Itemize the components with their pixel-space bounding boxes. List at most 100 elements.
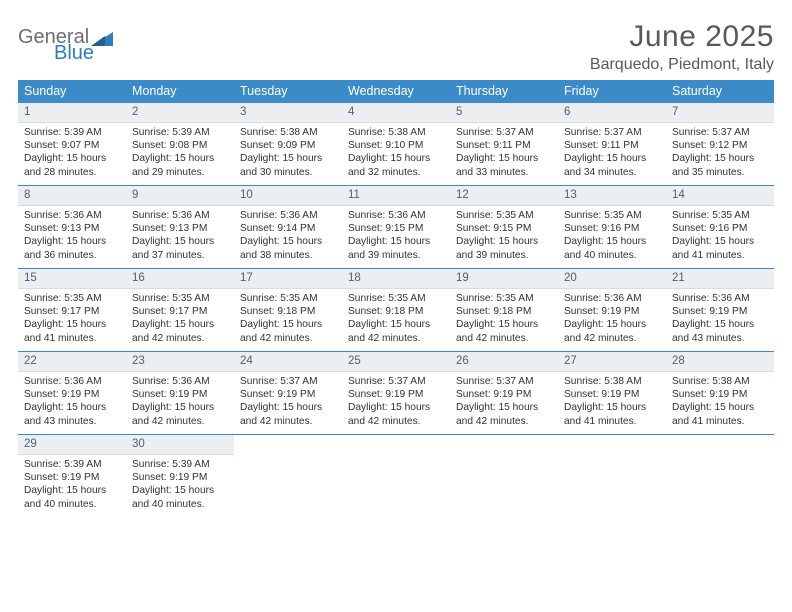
day-number: 30 xyxy=(126,435,234,455)
sunset-text: Sunset: 9:19 PM xyxy=(672,305,768,318)
weekday-header: Sunday Monday Tuesday Wednesday Thursday… xyxy=(18,80,774,102)
day-cell xyxy=(666,435,774,517)
day-cell: 29Sunrise: 5:39 AMSunset: 9:19 PMDayligh… xyxy=(18,435,126,517)
day-number: 20 xyxy=(558,269,666,289)
sunset-text: Sunset: 9:18 PM xyxy=(456,305,552,318)
daylight-text: Daylight: 15 hours xyxy=(240,401,336,414)
daylight-text: and 42 minutes. xyxy=(240,332,336,345)
daylight-text: Daylight: 15 hours xyxy=(348,401,444,414)
day-body: Sunrise: 5:36 AMSunset: 9:13 PMDaylight:… xyxy=(126,206,234,266)
sunrise-text: Sunrise: 5:37 AM xyxy=(456,126,552,139)
header-bar: General June 2025 Barquedo, Piedmont, It… xyxy=(18,20,774,74)
day-cell xyxy=(558,435,666,517)
week-row: 15Sunrise: 5:35 AMSunset: 9:17 PMDayligh… xyxy=(18,268,774,351)
daylight-text: and 42 minutes. xyxy=(564,332,660,345)
day-number: 10 xyxy=(234,186,342,206)
day-cell: 1Sunrise: 5:39 AMSunset: 9:07 PMDaylight… xyxy=(18,103,126,185)
sunset-text: Sunset: 9:07 PM xyxy=(24,139,120,152)
day-number: 26 xyxy=(450,352,558,372)
sunset-text: Sunset: 9:19 PM xyxy=(564,305,660,318)
day-cell: 19Sunrise: 5:35 AMSunset: 9:18 PMDayligh… xyxy=(450,269,558,351)
day-body: Sunrise: 5:39 AMSunset: 9:19 PMDaylight:… xyxy=(126,455,234,515)
day-cell: 27Sunrise: 5:38 AMSunset: 9:19 PMDayligh… xyxy=(558,352,666,434)
sunset-text: Sunset: 9:12 PM xyxy=(672,139,768,152)
day-number: 6 xyxy=(558,103,666,123)
weekday-label: Friday xyxy=(558,80,666,102)
day-cell: 26Sunrise: 5:37 AMSunset: 9:19 PMDayligh… xyxy=(450,352,558,434)
day-number: 15 xyxy=(18,269,126,289)
daylight-text: and 40 minutes. xyxy=(132,498,228,511)
daylight-text: Daylight: 15 hours xyxy=(240,318,336,331)
day-cell: 13Sunrise: 5:35 AMSunset: 9:16 PMDayligh… xyxy=(558,186,666,268)
sunrise-text: Sunrise: 5:39 AM xyxy=(24,126,120,139)
sunset-text: Sunset: 9:19 PM xyxy=(132,388,228,401)
daylight-text: and 28 minutes. xyxy=(24,166,120,179)
day-number: 4 xyxy=(342,103,450,123)
day-body: Sunrise: 5:35 AMSunset: 9:16 PMDaylight:… xyxy=(666,206,774,266)
sunrise-text: Sunrise: 5:36 AM xyxy=(24,375,120,388)
page-title: June 2025 xyxy=(590,20,774,54)
sunset-text: Sunset: 9:13 PM xyxy=(24,222,120,235)
day-number: 24 xyxy=(234,352,342,372)
sunset-text: Sunset: 9:15 PM xyxy=(348,222,444,235)
daylight-text: Daylight: 15 hours xyxy=(132,152,228,165)
daylight-text: and 43 minutes. xyxy=(672,332,768,345)
sunrise-text: Sunrise: 5:37 AM xyxy=(564,126,660,139)
daylight-text: and 40 minutes. xyxy=(564,249,660,262)
sunrise-text: Sunrise: 5:37 AM xyxy=(672,126,768,139)
daylight-text: and 29 minutes. xyxy=(132,166,228,179)
weekday-label: Saturday xyxy=(666,80,774,102)
day-cell: 30Sunrise: 5:39 AMSunset: 9:19 PMDayligh… xyxy=(126,435,234,517)
daylight-text: and 39 minutes. xyxy=(456,249,552,262)
day-cell: 11Sunrise: 5:36 AMSunset: 9:15 PMDayligh… xyxy=(342,186,450,268)
sunset-text: Sunset: 9:19 PM xyxy=(132,471,228,484)
daylight-text: Daylight: 15 hours xyxy=(564,318,660,331)
sunset-text: Sunset: 9:19 PM xyxy=(672,388,768,401)
weekday-label: Monday xyxy=(126,80,234,102)
sunrise-text: Sunrise: 5:37 AM xyxy=(456,375,552,388)
day-number: 12 xyxy=(450,186,558,206)
daylight-text: and 41 minutes. xyxy=(564,415,660,428)
sunrise-text: Sunrise: 5:38 AM xyxy=(240,126,336,139)
day-number: 13 xyxy=(558,186,666,206)
daylight-text: and 38 minutes. xyxy=(240,249,336,262)
daylight-text: Daylight: 15 hours xyxy=(456,152,552,165)
daylight-text: Daylight: 15 hours xyxy=(348,318,444,331)
day-cell xyxy=(342,435,450,517)
weeks-container: 1Sunrise: 5:39 AMSunset: 9:07 PMDaylight… xyxy=(18,102,774,517)
day-number: 19 xyxy=(450,269,558,289)
day-body: Sunrise: 5:35 AMSunset: 9:18 PMDaylight:… xyxy=(234,289,342,349)
sunrise-text: Sunrise: 5:39 AM xyxy=(24,458,120,471)
day-cell: 17Sunrise: 5:35 AMSunset: 9:18 PMDayligh… xyxy=(234,269,342,351)
day-number: 5 xyxy=(450,103,558,123)
daylight-text: Daylight: 15 hours xyxy=(456,318,552,331)
daylight-text: Daylight: 15 hours xyxy=(456,235,552,248)
day-cell: 12Sunrise: 5:35 AMSunset: 9:15 PMDayligh… xyxy=(450,186,558,268)
day-body: Sunrise: 5:35 AMSunset: 9:17 PMDaylight:… xyxy=(126,289,234,349)
day-body: Sunrise: 5:38 AMSunset: 9:19 PMDaylight:… xyxy=(666,372,774,432)
day-body: Sunrise: 5:37 AMSunset: 9:19 PMDaylight:… xyxy=(342,372,450,432)
weekday-label: Thursday xyxy=(450,80,558,102)
day-number: 14 xyxy=(666,186,774,206)
sunrise-text: Sunrise: 5:36 AM xyxy=(132,375,228,388)
daylight-text: and 42 minutes. xyxy=(456,332,552,345)
sunset-text: Sunset: 9:14 PM xyxy=(240,222,336,235)
day-cell: 10Sunrise: 5:36 AMSunset: 9:14 PMDayligh… xyxy=(234,186,342,268)
weekday-label: Sunday xyxy=(18,80,126,102)
daylight-text: and 42 minutes. xyxy=(348,332,444,345)
day-cell: 20Sunrise: 5:36 AMSunset: 9:19 PMDayligh… xyxy=(558,269,666,351)
daylight-text: Daylight: 15 hours xyxy=(132,484,228,497)
day-body: Sunrise: 5:36 AMSunset: 9:15 PMDaylight:… xyxy=(342,206,450,266)
sunset-text: Sunset: 9:19 PM xyxy=(564,388,660,401)
daylight-text: Daylight: 15 hours xyxy=(456,401,552,414)
daylight-text: Daylight: 15 hours xyxy=(24,401,120,414)
day-body: Sunrise: 5:35 AMSunset: 9:17 PMDaylight:… xyxy=(18,289,126,349)
sunset-text: Sunset: 9:19 PM xyxy=(240,388,336,401)
day-number: 8 xyxy=(18,186,126,206)
sunset-text: Sunset: 9:15 PM xyxy=(456,222,552,235)
sunrise-text: Sunrise: 5:35 AM xyxy=(348,292,444,305)
day-cell: 4Sunrise: 5:38 AMSunset: 9:10 PMDaylight… xyxy=(342,103,450,185)
sunset-text: Sunset: 9:08 PM xyxy=(132,139,228,152)
day-cell: 24Sunrise: 5:37 AMSunset: 9:19 PMDayligh… xyxy=(234,352,342,434)
week-row: 29Sunrise: 5:39 AMSunset: 9:19 PMDayligh… xyxy=(18,434,774,517)
